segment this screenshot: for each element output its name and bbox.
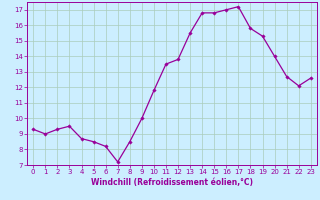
X-axis label: Windchill (Refroidissement éolien,°C): Windchill (Refroidissement éolien,°C) — [91, 178, 253, 187]
